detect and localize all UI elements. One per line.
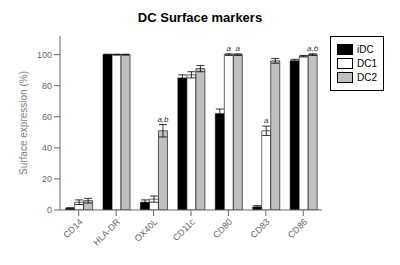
svg-text:CD86: CD86 (286, 217, 309, 240)
svg-text:a: a (227, 44, 232, 53)
svg-text:HLA-DR: HLA-DR (91, 217, 122, 248)
html-text:DC1: DC1 (357, 58, 377, 69)
svg-text:a,b: a,b (157, 115, 169, 124)
svg-text:CD83: CD83 (248, 217, 271, 240)
svg-text:40: 40 (42, 143, 52, 153)
svg-text:a,b: a,b (307, 44, 319, 53)
svg-text:0: 0 (47, 205, 52, 215)
svg-text:60: 60 (42, 112, 52, 122)
html-text:DC Surface markers: DC Surface markers (137, 10, 263, 25)
svg-text:100: 100 (37, 50, 52, 60)
svg-text:Surface expression (%): Surface expression (%) (18, 71, 29, 175)
html-text:iDC: iDC (357, 44, 374, 55)
svg-text:80: 80 (42, 81, 52, 91)
svg-text:CD80: CD80 (211, 217, 234, 240)
svg-text:CD14: CD14 (61, 217, 84, 240)
html-text:DC2: DC2 (357, 72, 377, 83)
svg-text:a: a (236, 44, 241, 53)
svg-text:CD11c: CD11c (171, 217, 197, 243)
svg-text:OX40L: OX40L (133, 217, 160, 244)
svg-text:20: 20 (42, 174, 52, 184)
svg-text:a: a (264, 116, 269, 125)
